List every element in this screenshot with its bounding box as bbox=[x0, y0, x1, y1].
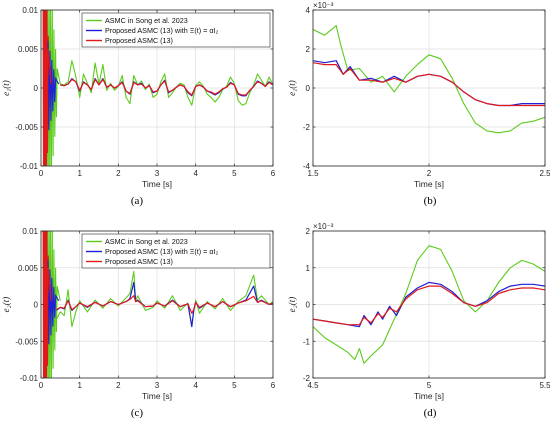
series-line-3 bbox=[313, 285, 545, 326]
legend-box bbox=[81, 12, 271, 48]
chart-panel-4: 4.5 5 5.5 -2 -1 0 1 2 Time [s] e₂(t) ×10⁻³ (d) bbox=[287, 222, 550, 419]
y-tick-label: 0.01 bbox=[22, 6, 38, 15]
y-tick-label: 0 bbox=[306, 84, 311, 93]
legend-box bbox=[81, 233, 271, 269]
y-tick-label: 0.01 bbox=[22, 227, 38, 236]
y-tick-label: 0.005 bbox=[18, 264, 39, 273]
x-tick-label: 5.5 bbox=[539, 381, 550, 390]
chart-panel-1: 0 1 2 3 4 5 6 -0.01 -0.005 0 0.005 0.01 Time [s] e₁(t… bbox=[1, 6, 276, 207]
x-tick-label: 6 bbox=[271, 169, 276, 178]
x-tick-label: 1.5 bbox=[307, 169, 319, 178]
y-tick-label: 0 bbox=[34, 84, 39, 93]
y-tick-label: -0.005 bbox=[15, 337, 38, 346]
panel-label: (b) bbox=[424, 195, 437, 207]
legend-entry-3: Proposed ASMC (13) bbox=[105, 36, 173, 45]
y-axis-exponent: ×10⁻³ bbox=[313, 222, 334, 231]
panel-label: (c) bbox=[131, 407, 144, 419]
y-tick-label: -0.005 bbox=[15, 123, 38, 132]
transient-burst-4 bbox=[44, 231, 52, 378]
x-tick-label: 5 bbox=[232, 381, 237, 390]
x-axis-label: Time [s] bbox=[414, 179, 444, 189]
transient-burst-3 bbox=[47, 260, 60, 345]
y-tick-label: -0.01 bbox=[20, 162, 39, 171]
x-tick-label: 6 bbox=[271, 381, 276, 390]
y-tick-label: 0 bbox=[306, 301, 311, 310]
x-tick-label: 2 bbox=[116, 169, 121, 178]
x-tick-label: 2 bbox=[116, 381, 121, 390]
y-tick-label: -2 bbox=[303, 123, 311, 132]
y-tick-label: 1 bbox=[306, 264, 311, 273]
x-tick-label: 4 bbox=[193, 381, 198, 390]
series-line-3 bbox=[313, 62, 545, 107]
series-group bbox=[42, 231, 273, 378]
chart-panel-3: 0 1 2 3 4 5 6 -0.01 -0.005 0 0.005 0.01 Time [s] e₂(t… bbox=[1, 227, 276, 419]
x-tick-label: 4.5 bbox=[307, 381, 319, 390]
series-group bbox=[313, 25, 545, 134]
x-tick-label: 2 bbox=[427, 169, 432, 178]
series-group bbox=[42, 10, 273, 166]
y-tick-label: 4 bbox=[306, 6, 311, 15]
legend-entry-2: Proposed ASMC (13) with Ξ(t) = αI₂ bbox=[105, 247, 218, 256]
y-tick-label: -2 bbox=[303, 374, 311, 383]
legend-entry-1: ASMC in Song et al. 2023 bbox=[105, 16, 188, 25]
series-group bbox=[313, 245, 545, 364]
series-line-3 bbox=[60, 78, 273, 96]
series-line-2 bbox=[313, 281, 545, 328]
series-line-1 bbox=[313, 25, 545, 134]
transient-burst-3 bbox=[47, 41, 60, 131]
y-tick-label: -4 bbox=[303, 162, 311, 171]
x-tick-label: 3 bbox=[155, 169, 160, 178]
x-axis-label: Time [s] bbox=[142, 391, 172, 401]
series-line-3 bbox=[56, 295, 273, 314]
x-tick-label: 5 bbox=[232, 169, 237, 178]
y-tick-label: -0.01 bbox=[20, 374, 39, 383]
legend-entry-3: Proposed ASMC (13) bbox=[105, 257, 173, 266]
y-axis-exponent: ×10⁻³ bbox=[313, 1, 334, 10]
legend-entry-2: Proposed ASMC (13) with Ξ(t) = αI₂ bbox=[105, 26, 218, 35]
x-axis-label: Time [s] bbox=[142, 179, 172, 189]
y-axis-label: e₂(t) bbox=[287, 297, 297, 313]
transient-burst-4 bbox=[44, 10, 52, 166]
x-tick-label: 5 bbox=[427, 381, 432, 390]
x-tick-label: 1 bbox=[77, 169, 82, 178]
y-tick-label: 0.005 bbox=[18, 45, 39, 54]
y-tick-label: -1 bbox=[303, 337, 311, 346]
x-tick-label: 1 bbox=[77, 381, 82, 390]
y-axis-label: e₂(t) bbox=[1, 297, 11, 313]
chart-panel-2: 1.5 2 2.5 -4 -2 0 2 4 Time [s] e₁(t) ×10⁻³ (b) bbox=[287, 1, 550, 207]
x-tick-label: 0 bbox=[39, 169, 44, 178]
y-axis-label: e₁(t) bbox=[287, 80, 297, 96]
x-axis-label: Time [s] bbox=[414, 391, 444, 401]
y-tick-label: 2 bbox=[306, 45, 311, 54]
x-tick-label: 2.5 bbox=[539, 169, 550, 178]
x-tick-label: 4 bbox=[193, 169, 198, 178]
legend-entry-1: ASMC in Song et al. 2023 bbox=[105, 237, 188, 246]
y-tick-label: 2 bbox=[306, 227, 311, 236]
panel-label: (d) bbox=[424, 407, 437, 419]
y-tick-label: 0 bbox=[34, 301, 39, 310]
panel-label: (a) bbox=[131, 195, 144, 207]
x-tick-label: 3 bbox=[155, 381, 160, 390]
series-line-1 bbox=[313, 245, 545, 364]
y-axis-label: e₁(t) bbox=[1, 80, 11, 96]
x-tick-label: 0 bbox=[39, 381, 44, 390]
